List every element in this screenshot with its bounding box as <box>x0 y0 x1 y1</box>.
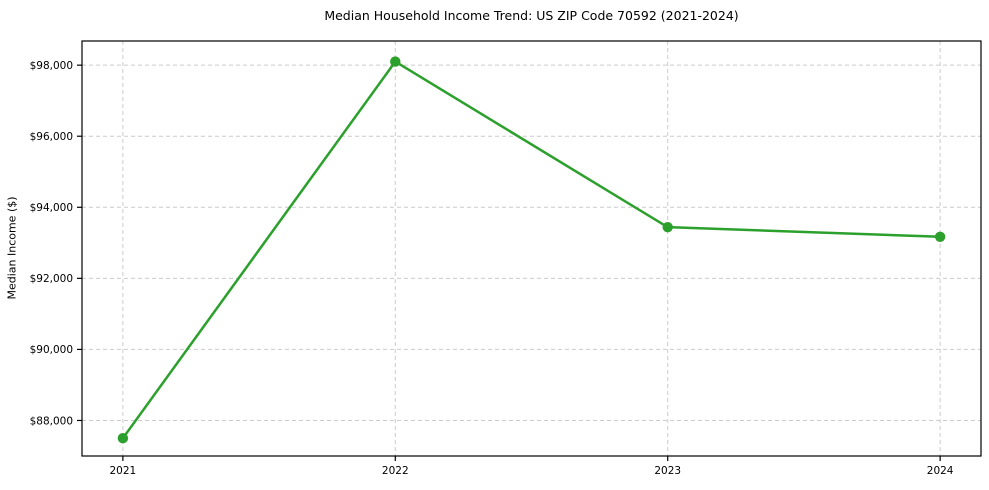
x-tick-label: 2023 <box>654 465 681 477</box>
y-tick-label: $98,000 <box>30 60 73 72</box>
x-tick-label: 2022 <box>382 465 409 477</box>
y-tick-label: $90,000 <box>30 344 73 356</box>
series-line <box>121 60 942 440</box>
chart-title: Median Household Income Trend: US ZIP Co… <box>324 8 739 23</box>
y-tick-label: $88,000 <box>30 415 73 427</box>
y-tick-label: $96,000 <box>30 131 73 143</box>
data-point-2021 <box>117 433 129 444</box>
data-point-2023 <box>662 221 673 233</box>
x-tick-label: 2021 <box>109 465 136 477</box>
y-tick-label: $92,000 <box>30 273 73 285</box>
y-tick-label: $94,000 <box>30 202 73 214</box>
data-point-2024 <box>934 231 946 242</box>
x-tick-label: 2024 <box>927 465 954 477</box>
data-point-2022 <box>390 56 401 67</box>
plot-border <box>81 40 982 457</box>
